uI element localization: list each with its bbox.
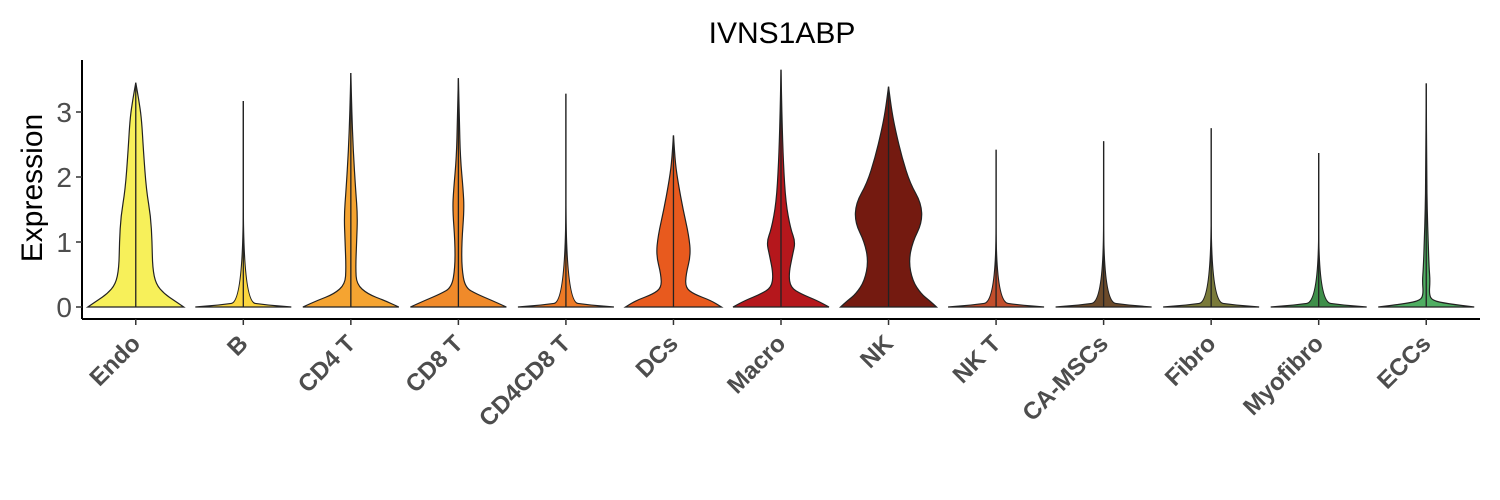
x-tick-label: NK T [948, 330, 1007, 389]
x-axis: Endo B CD4 T CD8 T CD4CD8 T DCs Macro NK NK T CA-… [82, 318, 1480, 432]
x-tick-label: DCs [631, 330, 684, 383]
y-axis-label: Expression [16, 114, 49, 262]
x-tick-label: CA-MSCs [1017, 330, 1113, 426]
violin-group [85, 69, 1475, 308]
x-tick-label: CD4CD8 T [474, 330, 576, 432]
x-tick-label: Myofibro [1238, 330, 1329, 421]
x-tick-label: Fibro [1160, 330, 1222, 392]
x-tick-label: NK [855, 330, 899, 374]
y-axis: 0 1 2 3 [56, 60, 83, 323]
x-tick-label: B [222, 330, 253, 361]
chart-title: IVNS1ABP [709, 17, 856, 50]
x-tick-label: Macro [722, 330, 791, 399]
y-tick-label: 3 [56, 97, 72, 128]
x-tick-label: CD4 T [293, 330, 361, 398]
x-tick-label: Endo [84, 330, 146, 392]
y-tick-label: 1 [56, 227, 72, 258]
x-tick-label: CD8 T [401, 330, 469, 398]
y-tick-label: 0 [56, 292, 72, 323]
x-tick-label: ECCs [1372, 330, 1436, 394]
y-tick-label: 2 [56, 162, 72, 193]
